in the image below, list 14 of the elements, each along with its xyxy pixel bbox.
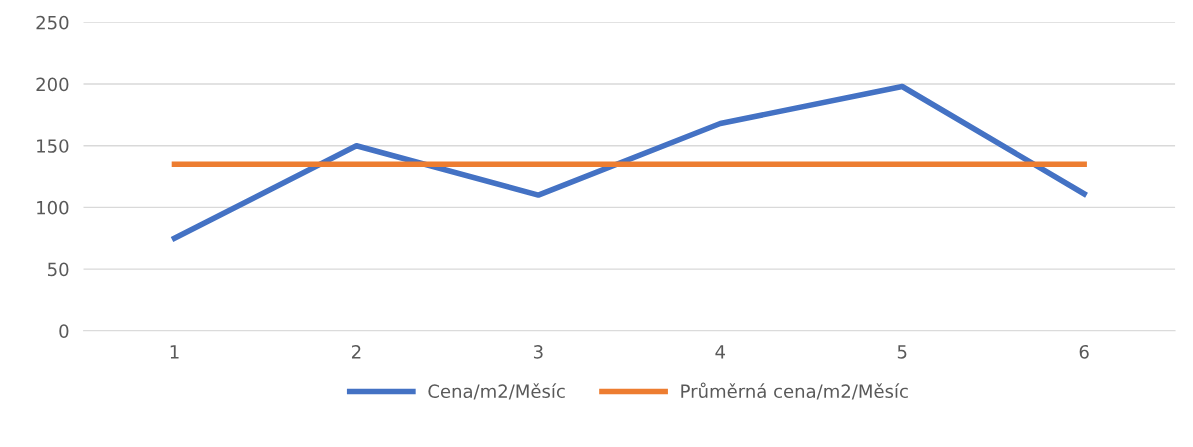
- y-tick-label: 50: [48, 262, 69, 277]
- y-tick-label: 200: [36, 77, 69, 92]
- x-tick-label: 6: [1079, 344, 1089, 359]
- x-tick-label: 3: [533, 344, 543, 359]
- y-tick-label: 150: [37, 139, 69, 153]
- y-tick-label: 0: [59, 324, 69, 338]
- legend-label: Cena/m2/Měsíc: [428, 383, 565, 400]
- x-tick-label: 1: [170, 345, 179, 359]
- y-tick-label: 100: [37, 200, 69, 215]
- x-tick-label: 2: [351, 344, 361, 359]
- y-tick-label: 250: [36, 15, 69, 30]
- x-tick-label: 5: [897, 345, 907, 359]
- legend-label: Průměrná cena/m2/Měsíc: [681, 382, 908, 400]
- x-tick-label: 4: [715, 345, 725, 359]
